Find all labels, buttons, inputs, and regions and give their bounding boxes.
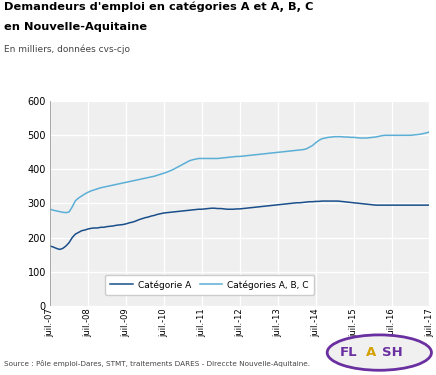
Legend: Catégorie A, Catégories A, B, C: Catégorie A, Catégories A, B, C — [105, 274, 314, 295]
Catégories A, B, C — [288, 149, 293, 153]
Catégorie A — [427, 203, 432, 207]
Catégorie A — [139, 216, 144, 221]
Text: FL: FL — [340, 346, 357, 358]
Catégories A, B, C — [212, 156, 217, 161]
Catégorie A — [212, 206, 217, 210]
Catégories A, B, C — [307, 145, 312, 150]
Text: en Nouvelle-Aquitaine: en Nouvelle-Aquitaine — [4, 22, 147, 33]
Ellipse shape — [327, 335, 432, 370]
Text: En milliers, données cvs-cjo: En milliers, données cvs-cjo — [4, 44, 130, 54]
Catégories A, B, C — [405, 133, 410, 138]
Catégorie A — [408, 203, 413, 207]
Catégories A, B, C — [63, 210, 68, 215]
Catégories A, B, C — [48, 207, 53, 212]
Catégorie A — [48, 244, 53, 248]
Catégorie A — [57, 247, 62, 252]
Text: SH: SH — [382, 346, 402, 358]
Catégories A, B, C — [89, 189, 94, 193]
Line: Catégorie A: Catégorie A — [50, 201, 429, 249]
Text: Source : Pôle emploi-Dares, STMT, traitements DARES - Direccte Nouvelle-Aquitain: Source : Pôle emploi-Dares, STMT, traite… — [4, 360, 310, 367]
Catégorie A — [89, 226, 94, 231]
Catégories A, B, C — [427, 130, 432, 134]
Text: A: A — [366, 346, 376, 358]
Line: Catégories A, B, C: Catégories A, B, C — [50, 132, 429, 213]
Text: Demandeurs d'emploi en catégories A et A, B, C: Demandeurs d'emploi en catégories A et A… — [4, 2, 314, 12]
Catégorie A — [288, 201, 293, 206]
Catégorie A — [307, 200, 312, 204]
Catégories A, B, C — [139, 177, 144, 181]
Catégorie A — [319, 199, 324, 203]
